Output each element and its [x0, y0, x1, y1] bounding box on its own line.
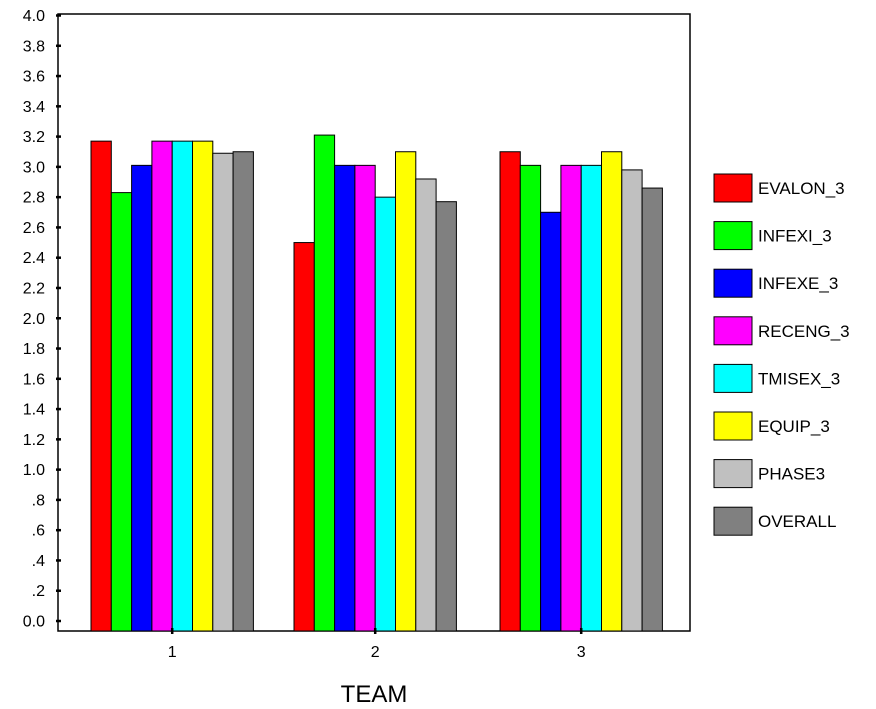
bar-equip_3-team-3 — [601, 151, 623, 632]
legend-swatch-phase3 — [713, 459, 753, 489]
bar-phase3-team-3 — [621, 169, 643, 632]
legend-swatch-equip_3 — [713, 411, 753, 441]
x-tick-label: 3 — [577, 644, 586, 661]
legend-label-infexe_3: INFEXE_3 — [758, 274, 838, 293]
bar-overall-team-3 — [641, 187, 663, 632]
legend-label-receng_3: RECENG_3 — [758, 322, 850, 341]
y-tick-label: 3.4 — [23, 99, 45, 116]
bar-evalon_3-team-2 — [293, 242, 315, 632]
y-tick-label: 3.2 — [23, 129, 45, 146]
bar-infexi_3-team-3 — [519, 164, 542, 632]
y-tick-label: 3.0 — [23, 159, 45, 176]
legend-label-overall: OVERALL — [758, 512, 836, 531]
legend-label-evalon_3: EVALON_3 — [758, 179, 845, 198]
y-tick-label: 2.6 — [23, 220, 45, 237]
y-axis: 0.0 .2 .4 .6 .8 1.0 1.2 1.4 1.6 1.8 2.0 2.2 2.4 2.6 2.… — [23, 8, 61, 631]
legend-swatch-infexe_3 — [713, 268, 753, 298]
x-axis-title: TEAM — [341, 681, 408, 708]
y-tick-label: 4.0 — [23, 8, 45, 25]
bar-equip_3-team-1 — [192, 140, 214, 632]
y-tick-label: 3.8 — [23, 38, 45, 55]
bar-infexi_3-team-1 — [110, 192, 133, 632]
bar-tmisex_3-team-3 — [580, 164, 603, 632]
x-axis: 1 2 3 — [168, 628, 586, 661]
y-tick-label: .4 — [32, 553, 45, 570]
bar-tmisex_3-team-2 — [374, 196, 397, 632]
y-tick-label: 1.4 — [23, 402, 45, 419]
legend-swatch-overall — [713, 506, 753, 536]
bar-phase3-team-1 — [212, 152, 234, 632]
bars-group — [90, 134, 663, 632]
y-tick-label: 3.6 — [23, 69, 45, 86]
bar-tmisex_3-team-1 — [171, 140, 193, 632]
bar-phase3-team-2 — [415, 178, 437, 632]
legend-swatch-tmisex_3 — [713, 363, 753, 393]
bar-infexe_3-team-3 — [540, 211, 562, 632]
bar-equip_3-team-2 — [395, 151, 417, 632]
y-tick-label: .8 — [32, 492, 45, 509]
legend-label-infexi_3: INFEXI_3 — [758, 227, 832, 246]
legend: EVALON_3 INFEXI_3 INFEXE_3 RECENG_3 TMISEX_3… — [713, 173, 850, 536]
legend-swatch-evalon_3 — [713, 173, 753, 203]
bar-infexi_3-team-2 — [313, 134, 336, 632]
legend-swatch-receng_3 — [713, 316, 753, 346]
y-tick-label: 2.2 — [23, 280, 45, 297]
legend-label-equip_3: EQUIP_3 — [758, 417, 830, 436]
y-tick-label: 2.8 — [23, 190, 45, 207]
bar-receng_3-team-2 — [354, 164, 376, 632]
y-tick-label: 2.4 — [23, 250, 45, 267]
legend-label-tmisex_3: TMISEX_3 — [758, 369, 840, 388]
y-tick-label: 1.6 — [23, 371, 45, 388]
y-tick-label: .2 — [32, 583, 45, 600]
y-tick-label: .6 — [32, 523, 45, 540]
bar-overall-team-1 — [232, 151, 254, 632]
bar-receng_3-team-1 — [151, 140, 173, 632]
y-tick-label: 2.0 — [23, 311, 45, 328]
y-tick-label: 1.0 — [23, 462, 45, 479]
y-tick-label: 1.2 — [23, 432, 45, 449]
legend-label-phase3: PHASE3 — [758, 465, 825, 484]
bar-evalon_3-team-3 — [499, 151, 521, 632]
bar-infexe_3-team-1 — [131, 164, 153, 632]
y-tick-label: 0.0 — [23, 614, 45, 631]
x-tick-label: 2 — [371, 644, 380, 661]
legend-swatch-infexi_3 — [713, 221, 753, 251]
bar-evalon_3-team-1 — [90, 140, 112, 632]
bar-overall-team-2 — [435, 201, 457, 632]
y-tick-label: 1.8 — [23, 341, 45, 358]
bar-infexe_3-team-2 — [334, 164, 356, 632]
x-tick-label: 1 — [168, 644, 177, 661]
bar-receng_3-team-3 — [560, 164, 582, 632]
